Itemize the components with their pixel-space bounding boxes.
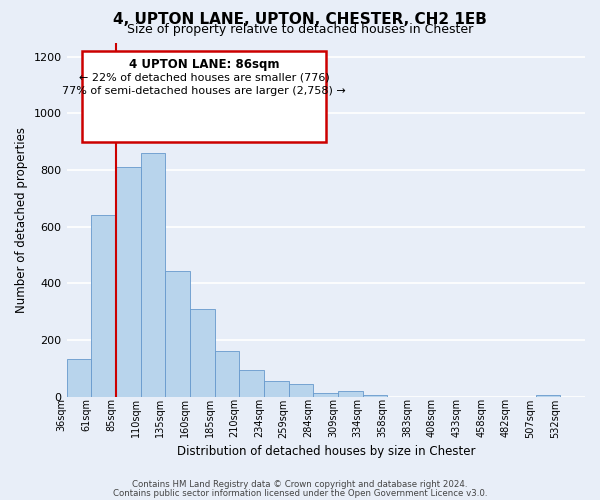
Bar	[313, 392, 338, 397]
Bar	[190, 309, 215, 397]
Text: 77% of semi-detached houses are larger (2,758) →: 77% of semi-detached houses are larger (…	[62, 86, 346, 96]
FancyBboxPatch shape	[82, 52, 326, 142]
Text: ← 22% of detached houses are smaller (776): ← 22% of detached houses are smaller (77…	[79, 72, 329, 83]
Text: Contains public sector information licensed under the Open Government Licence v3: Contains public sector information licen…	[113, 488, 487, 498]
Bar	[116, 167, 140, 397]
Bar	[363, 396, 388, 397]
Bar	[215, 352, 239, 397]
Text: 4, UPTON LANE, UPTON, CHESTER, CH2 1EB: 4, UPTON LANE, UPTON, CHESTER, CH2 1EB	[113, 12, 487, 28]
Text: 4 UPTON LANE: 86sqm: 4 UPTON LANE: 86sqm	[128, 58, 279, 71]
Bar	[165, 270, 190, 397]
Bar	[239, 370, 264, 397]
Bar	[91, 216, 116, 397]
Text: Size of property relative to detached houses in Chester: Size of property relative to detached ho…	[127, 22, 473, 36]
Bar	[536, 396, 560, 397]
Bar	[140, 153, 165, 397]
Text: Contains HM Land Registry data © Crown copyright and database right 2024.: Contains HM Land Registry data © Crown c…	[132, 480, 468, 489]
Bar	[67, 358, 91, 397]
X-axis label: Distribution of detached houses by size in Chester: Distribution of detached houses by size …	[176, 444, 475, 458]
Y-axis label: Number of detached properties: Number of detached properties	[15, 126, 28, 312]
Bar	[338, 391, 363, 397]
Bar	[289, 384, 313, 397]
Bar	[264, 381, 289, 397]
